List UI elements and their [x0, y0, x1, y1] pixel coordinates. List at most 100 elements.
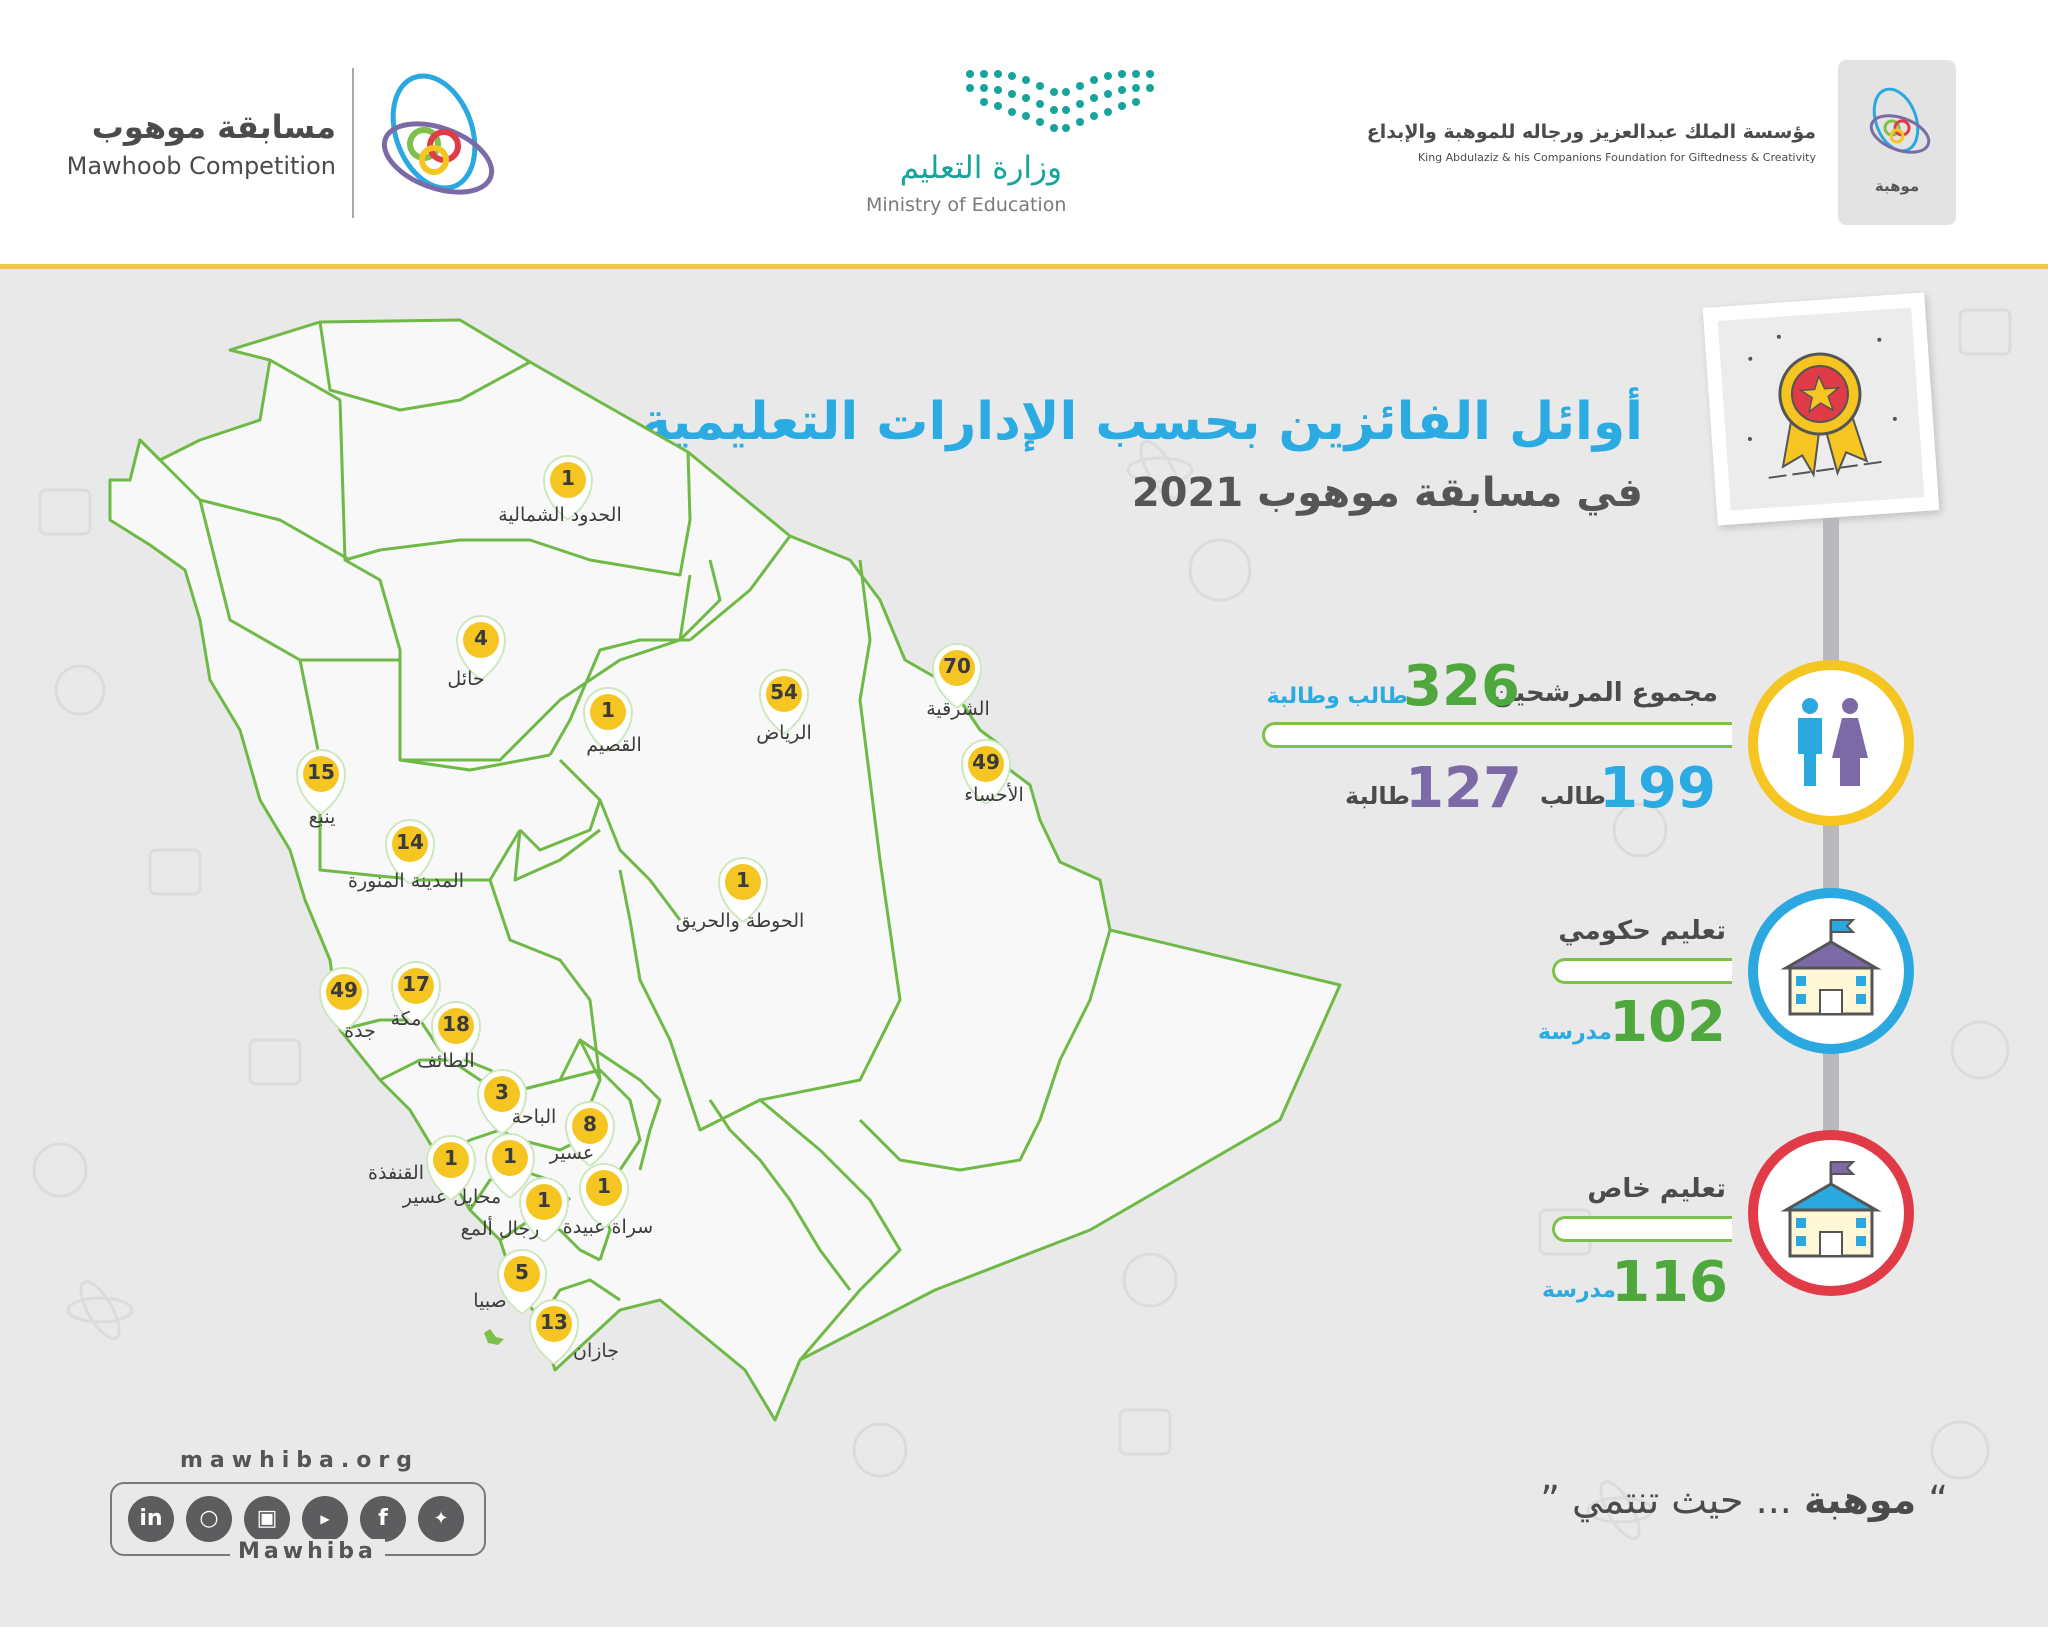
region-marker[interactable]: 1 — [425, 1134, 477, 1202]
region-label: مكة — [390, 1008, 422, 1030]
private-value: 116 — [1611, 1250, 1728, 1315]
region-marker[interactable]: 8 — [564, 1100, 616, 1168]
region-marker-count: 49 — [330, 978, 358, 1002]
snapchat-icon[interactable]: ○ — [186, 1496, 232, 1542]
mawhiba-badge: موهبة — [1838, 60, 1956, 225]
award-photo — [1702, 292, 1940, 526]
ministry-logo-icon — [966, 70, 1154, 132]
region-marker[interactable]: 1 — [578, 1162, 630, 1230]
region-marker[interactable]: 1 — [717, 856, 769, 924]
slogan-brand: موهبة — [1803, 1478, 1917, 1522]
region-marker[interactable]: 13 — [528, 1298, 580, 1366]
private-bar — [1552, 1216, 1732, 1242]
region-label: القصيم — [586, 734, 642, 756]
school-icon — [1780, 1161, 1882, 1258]
website-link[interactable]: mawhiba.org — [180, 1448, 419, 1473]
header-divider-line — [0, 264, 2048, 269]
region-marker-count: 17 — [402, 972, 430, 996]
region-marker[interactable]: 49 — [318, 966, 370, 1034]
competition-name-en: Mawhoob Competition — [66, 152, 336, 180]
region-label: صبيا — [473, 1290, 507, 1312]
candidates-bar — [1262, 722, 1732, 748]
region-marker[interactable]: 17 — [390, 960, 442, 1028]
foundation-name-en: King Abdulaziz & his Companions Foundati… — [1417, 151, 1816, 164]
region-marker[interactable]: 5 — [496, 1248, 548, 1316]
region-marker-count: 1 — [537, 1188, 551, 1212]
government-value: 102 — [1609, 990, 1726, 1055]
region-label: عسير — [549, 1142, 595, 1164]
ministry-name-ar: وزارة التعليم — [899, 150, 1062, 186]
stats-timeline — [1823, 518, 1839, 1208]
region-marker[interactable]: 4 — [455, 614, 507, 682]
candidates-value: 326 — [1403, 654, 1520, 719]
region-label: القنفذة — [368, 1162, 424, 1184]
linkedin-icon[interactable]: in — [128, 1496, 174, 1542]
region-marker[interactable]: 70 — [931, 642, 983, 710]
mawhiba-logo-icon — [1869, 87, 1931, 154]
school-icon — [1780, 919, 1882, 1016]
region-label: ينبع — [308, 806, 336, 828]
candidates-unit: طالب وطالبة — [1266, 684, 1408, 709]
male-female-icon — [1798, 698, 1868, 786]
region-label: الحدود الشمالية — [498, 504, 622, 526]
private-label: تعليم خاص — [1587, 1174, 1726, 1204]
candidates-label: مجموع المرشحين — [1492, 678, 1718, 708]
saudi-regions-map — [108, 318, 1342, 1422]
region-marker-count: 49 — [972, 750, 1000, 774]
header: مسابقة موهوب Mawhoob Competition وزارة ا… — [0, 0, 2048, 266]
page-subtitle: في مسابقة موهوب 2021 — [1131, 470, 1643, 516]
male-unit: طالب — [1539, 782, 1606, 810]
region-label: محايل عسير — [402, 1186, 502, 1208]
slogan: ” موهبة ... حيث تنتمي “ — [1540, 1478, 1948, 1522]
facebook-icon[interactable]: f — [360, 1496, 406, 1542]
region-marker-count: 1 — [736, 868, 750, 892]
students-circle — [1748, 660, 1914, 826]
slogan-text: ... حيث تنتمي — [1572, 1478, 1792, 1522]
region-label: الطائف — [417, 1050, 475, 1072]
region-marker[interactable]: 49 — [960, 738, 1012, 806]
region-label: المدينة المنورة — [347, 870, 464, 892]
government-school-circle — [1748, 888, 1914, 1054]
government-label: تعليم حكومي — [1558, 916, 1726, 946]
region-marker[interactable]: 54 — [758, 668, 810, 736]
region-label: الشرقية — [926, 698, 990, 720]
region-marker-count: 1 — [601, 698, 615, 722]
government-bar — [1552, 958, 1732, 984]
region-label: جازان — [573, 1340, 619, 1362]
region-marker-count: 13 — [540, 1310, 568, 1334]
region-marker[interactable]: 18 — [430, 1000, 482, 1068]
region-marker-count: 15 — [307, 760, 335, 784]
mawhiba-badge-label: موهبة — [1874, 177, 1920, 195]
region-label: جدة — [344, 1020, 376, 1042]
private-unit: مدرسة — [1542, 1278, 1616, 1303]
region-label: الأحساء — [964, 784, 1024, 806]
youtube-icon[interactable]: ▶ — [302, 1496, 348, 1542]
region-marker-count: 54 — [770, 680, 798, 704]
region-marker[interactable]: 1 — [518, 1176, 570, 1244]
region-marker[interactable]: 15 — [295, 748, 347, 816]
region-marker[interactable]: 1 — [582, 686, 634, 754]
brand-name: Mawhiba — [230, 1539, 385, 1564]
region-marker-count: 8 — [583, 1112, 597, 1136]
government-unit: مدرسة — [1538, 1020, 1612, 1045]
region-marker-count: 18 — [442, 1012, 470, 1036]
region-borders — [138, 321, 1112, 1361]
competition-name-ar: مسابقة موهوب — [91, 108, 336, 146]
medal-icon — [1747, 334, 1897, 479]
private-school-circle — [1748, 1130, 1914, 1296]
twitter-icon[interactable]: ✦ — [418, 1496, 464, 1542]
instagram-icon[interactable]: ▣ — [244, 1496, 290, 1542]
region-label: الحوطة والحريق — [675, 910, 805, 932]
region-marker[interactable]: 1 — [484, 1132, 536, 1200]
region-marker[interactable]: 1 — [542, 454, 594, 522]
region-marker-count: 1 — [561, 466, 575, 490]
male-value: 199 — [1599, 756, 1716, 821]
region-label: الباحة — [511, 1106, 557, 1128]
region-marker[interactable]: 3 — [476, 1068, 528, 1136]
female-value: 127 — [1405, 756, 1522, 821]
region-marker[interactable]: 14 — [384, 818, 436, 886]
region-label: رجال ألمع — [460, 1218, 540, 1240]
farasan-island — [484, 1329, 504, 1345]
ministry-name-en: Ministry of Education — [866, 194, 1067, 216]
region-marker-count: 1 — [597, 1174, 611, 1198]
